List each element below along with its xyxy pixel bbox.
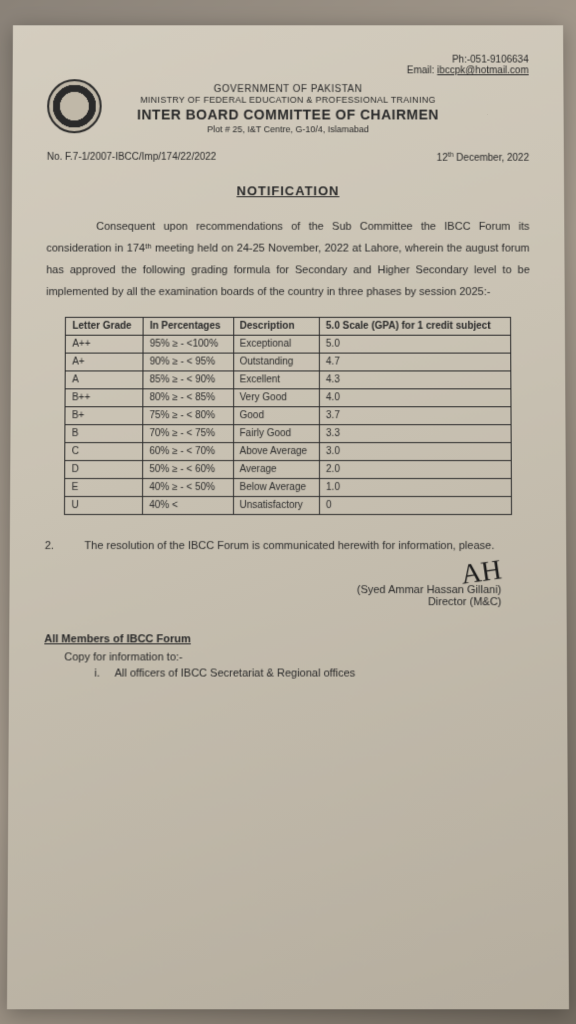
letterhead: GOVERNMENT OF PAKISTAN MINISTRY OF FEDER… [47,84,529,134]
cc-heading: All Members of IBCC Forum [44,634,531,646]
table-cell: 75% ≥ - < 80% [143,407,233,425]
signatory-name: (Syed Ammar Hassan Gillani) [45,584,502,596]
table-cell: B++ [65,389,143,407]
table-cell: 3.7 [319,407,510,425]
seal-icon [47,79,102,133]
table-cell: Exceptional [233,336,319,354]
table-cell: Excellent [233,371,319,389]
table-cell: 4.3 [319,371,510,389]
table-cell: 40% < [143,497,233,515]
table-header: Letter Grade [66,318,144,336]
table-cell: Unsatisfactory [233,497,320,515]
body-paragraph: Consequent upon recommendations of the S… [46,216,530,303]
table-header: 5.0 Scale (GPA) for 1 credit subject [319,318,510,336]
table-cell: 4.7 [319,353,510,371]
email-line: Email: ibccpk@hotmail.com [47,65,528,76]
table-row: A+90% ≥ - < 95%Outstanding4.7 [66,353,511,371]
table-row: E40% ≥ - < 50%Below Average1.0 [65,479,511,497]
table-cell: 95% ≥ - <100% [143,336,233,354]
table-cell: 2.0 [320,461,511,479]
table-cell: A++ [66,336,144,354]
signature-icon: AH [459,555,504,592]
org-line2: MINISTRY OF FEDERAL EDUCATION & PROFESSI… [47,95,529,105]
table-cell: 4.0 [319,389,510,407]
table-cell: Good [233,407,319,425]
org-address: Plot # 25, I&T Centre, G-10/4, Islamabad [47,124,529,134]
table-row: A85% ≥ - < 90%Excellent4.3 [66,371,511,389]
reference-number: No. F.7-1/2007-IBCC/Imp/174/22/2022 [47,152,216,164]
table-row: C60% ≥ - < 70%Above Average3.0 [65,443,511,461]
table-cell: Very Good [233,389,319,407]
phone: Ph:-051-9106634 [47,55,528,66]
table-row: D50% ≥ - < 60%Average2.0 [65,461,511,479]
table-cell: B+ [65,407,143,425]
table-cell: E [65,479,143,497]
table-cell: C [65,443,143,461]
table-cell: 5.0 [319,336,510,354]
cc-item: i. All officers of IBCC Secretariat & Re… [94,668,532,680]
table-cell: 40% ≥ - < 50% [143,479,233,497]
table-cell: A+ [66,353,144,371]
table-cell: 50% ≥ - < 60% [143,461,233,479]
distribution-block: All Members of IBCC Forum Copy for infor… [44,634,532,680]
table-cell: Average [233,461,319,479]
table-row: B+75% ≥ - < 80%Good3.7 [65,407,510,425]
signatory-title: Director (M&C) [44,596,501,608]
table-cell: 3.0 [319,443,510,461]
table-cell: 80% ≥ - < 85% [143,389,233,407]
table-header: In Percentages [143,318,233,336]
document-page: Ph:-051-9106634 Email: ibccpk@hotmail.co… [7,25,569,1009]
table-cell: 85% ≥ - < 90% [143,371,233,389]
contact-block: Ph:-051-9106634 Email: ibccpk@hotmail.co… [47,55,528,77]
table-cell: 3.3 [319,425,510,443]
reference-row: No. F.7-1/2007-IBCC/Imp/174/22/2022 12th… [47,152,529,164]
table-cell: 70% ≥ - < 75% [143,425,233,443]
table-cell: 60% ≥ - < 70% [143,443,233,461]
table-cell: Fairly Good [233,425,319,443]
org-line1: GOVERNMENT OF PAKISTAN [47,84,529,95]
table-cell: 1.0 [320,479,511,497]
org-name: INTER BOARD COMMITTEE OF CHAIRMEN [47,107,529,123]
table-header: Description [233,318,319,336]
table-row: U40% <Unsatisfactory0 [65,497,511,515]
paragraph-2: 2. The resolution of the IBCC Forum is c… [45,535,531,557]
table-cell: D [65,461,143,479]
table-cell: 0 [320,497,512,515]
date: 12th December, 2022 [437,152,529,164]
email-link[interactable]: ibccpk@hotmail.com [437,65,529,76]
table-cell: Below Average [233,479,320,497]
table-cell: A [66,371,144,389]
table-cell: 90% ≥ - < 95% [143,353,233,371]
notification-title: NOTIFICATION [47,184,530,199]
table-cell: U [65,497,143,515]
signature-block: AH (Syed Ammar Hassan Gillani) Director … [44,557,531,608]
table-cell: Outstanding [233,353,319,371]
table-cell: Above Average [233,443,319,461]
table-cell: B [65,425,143,443]
table-row: A++95% ≥ - <100%Exceptional5.0 [66,336,511,354]
table-row: B++80% ≥ - < 85%Very Good4.0 [65,389,510,407]
cc-subheading: Copy for information to:- [64,652,532,664]
table-row: B70% ≥ - < 75%Fairly Good3.3 [65,425,510,443]
grading-table: Letter GradeIn PercentagesDescription5.0… [64,317,511,515]
